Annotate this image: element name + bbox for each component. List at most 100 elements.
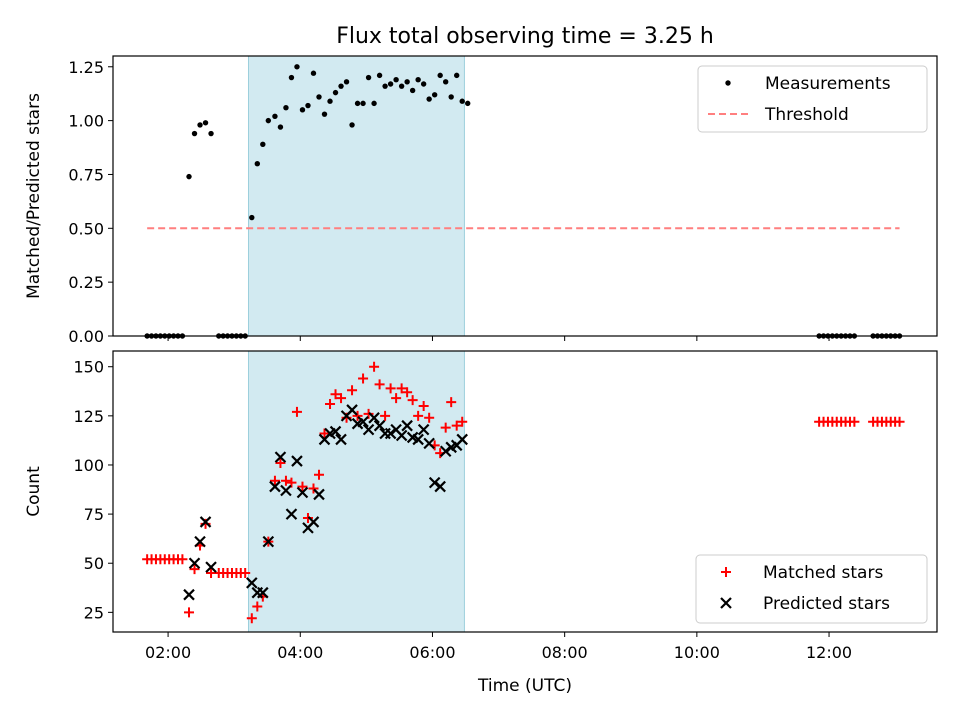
data-point [362, 423, 375, 436]
data-point [252, 601, 263, 612]
data-point [395, 429, 408, 442]
data-point [275, 458, 286, 469]
data-point [448, 94, 454, 100]
x-tick-label: 12:00 [806, 643, 852, 662]
x-axis-label: Time (UTC) [477, 676, 572, 696]
data-point [246, 613, 257, 624]
data-point [424, 412, 435, 423]
y-axis-label: Count [24, 466, 44, 517]
data-point [272, 113, 278, 120]
data-point [189, 564, 200, 575]
data-point [262, 535, 275, 548]
data-point [465, 100, 471, 107]
data-point [286, 477, 297, 488]
legend-box [697, 65, 928, 133]
legend-box [695, 554, 928, 624]
y-tick-label: 0.50 [68, 219, 104, 238]
data-point [327, 98, 333, 104]
data-point [316, 94, 322, 100]
data-point [373, 419, 386, 432]
data-point [249, 214, 255, 221]
x-tick-label: 04:00 [277, 643, 323, 662]
y-tick-label: 75 [84, 505, 104, 524]
y-tick-label: 0.00 [68, 327, 104, 346]
data-point [197, 122, 203, 128]
axes-frame [112, 55, 938, 337]
data-point [302, 513, 313, 524]
data-point [440, 422, 451, 433]
legend-label: Predicted stars [763, 594, 890, 614]
data-point [368, 412, 380, 424]
data-point [346, 404, 358, 416]
legend-label: Measurements [765, 74, 891, 94]
data-point [439, 445, 452, 457]
data-point [352, 410, 363, 421]
data-point [338, 83, 344, 89]
data-point [409, 87, 416, 94]
data-point [365, 74, 372, 81]
data-point [285, 508, 298, 520]
data-point [369, 361, 380, 372]
data-point [413, 410, 424, 421]
data-point [387, 81, 394, 87]
legend-marker [720, 597, 732, 609]
data-point [202, 120, 209, 126]
x-tick-label: 06:00 [409, 643, 455, 662]
top-panel: 0.00 0.25 0.50 0.75 1.00 1.25 Matched/Predicte… [24, 55, 938, 346]
data-point [177, 554, 188, 565]
y-tick-label: 25 [84, 603, 104, 622]
data-point [205, 561, 217, 573]
bottom-panel: 25 50 75 100 125 150 02:00 04:00 06:00 08:00 10:00… [24, 350, 938, 696]
top-chart-title: Flux total observing time = 3.25 h [336, 24, 714, 49]
data-point [194, 535, 206, 548]
data-point [451, 420, 462, 431]
data-point [398, 83, 405, 89]
data-point [431, 92, 438, 98]
data-point [456, 433, 468, 446]
legend: Matched stars Predicted stars [695, 554, 928, 624]
data-point [417, 423, 430, 436]
legend-label: Threshold [764, 105, 849, 125]
legend-label: Matched stars [763, 563, 883, 583]
data-point [319, 428, 330, 439]
data-point [363, 408, 374, 419]
data-point [385, 383, 396, 394]
data-point [330, 389, 341, 400]
data-point [434, 480, 446, 493]
data-point [402, 387, 413, 398]
data-point [184, 607, 195, 618]
data-point [280, 484, 292, 497]
data-point [307, 516, 320, 528]
data-point [260, 141, 266, 148]
data-point [296, 486, 309, 499]
data-point [349, 122, 355, 128]
data-point [849, 416, 860, 427]
y-tick-label: 150 [73, 358, 104, 377]
data-point [418, 401, 429, 412]
data-point [283, 104, 289, 111]
y-tick-label: 1.25 [68, 58, 104, 77]
data-point [396, 383, 407, 394]
data-point [454, 72, 460, 79]
data-point [188, 557, 201, 570]
data-point [374, 379, 385, 390]
data-point [894, 416, 905, 427]
data-point [354, 100, 361, 107]
y-tick-label: 1.00 [68, 112, 104, 131]
data-point [321, 111, 328, 117]
data-point [329, 425, 342, 438]
observing-interval-shade [247, 55, 465, 337]
data-point [393, 76, 399, 83]
data-point [376, 72, 383, 79]
data-point [240, 568, 251, 579]
data-point [380, 410, 391, 421]
data-point [457, 416, 468, 427]
data-point [325, 399, 336, 410]
data-point [423, 437, 435, 450]
series-predicted-stars [183, 404, 468, 601]
data-point [308, 483, 319, 494]
legend: Measurements Threshold [697, 65, 928, 133]
data-point [294, 64, 300, 70]
y-axis-label: Matched/Predicted stars [24, 93, 44, 299]
x-tick-label: 08:00 [542, 643, 588, 662]
